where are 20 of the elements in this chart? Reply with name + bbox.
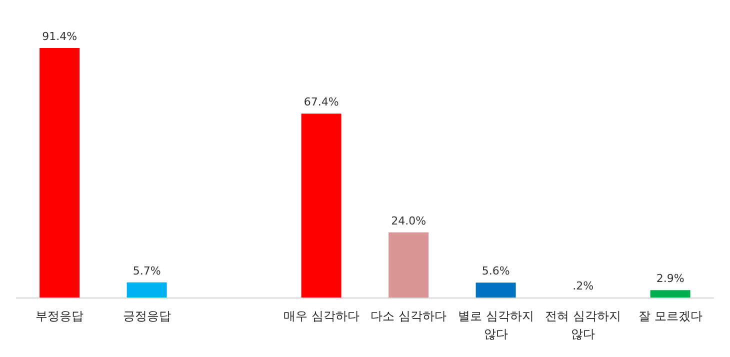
bar <box>301 114 342 298</box>
data-label: 67.4% <box>304 96 339 109</box>
data-label: 91.4% <box>42 30 78 43</box>
x-tick-label: 긍정응답 <box>122 309 171 323</box>
x-tick-label: 다소 심각하다 <box>370 309 447 323</box>
x-tick-label: 별로 심각하지 않다 <box>458 309 534 341</box>
x-tick-label: 잘 모르겠다 <box>638 309 702 323</box>
x-tick-label: 매우 심각하다 <box>283 309 360 323</box>
data-label: .2% <box>572 279 594 292</box>
bar <box>126 282 167 298</box>
x-tick-label: 전혀 심각하지 않다 <box>545 309 622 341</box>
data-label: 24.0% <box>391 214 426 228</box>
bar <box>476 282 516 298</box>
data-label: 5.7% <box>132 264 161 278</box>
x-tick-label: 부정응답 <box>36 309 84 323</box>
bar <box>650 290 690 298</box>
bar <box>388 232 429 298</box>
data-label: 2.9% <box>656 272 684 286</box>
bar <box>40 48 80 298</box>
data-label: 5.6% <box>482 264 510 278</box>
